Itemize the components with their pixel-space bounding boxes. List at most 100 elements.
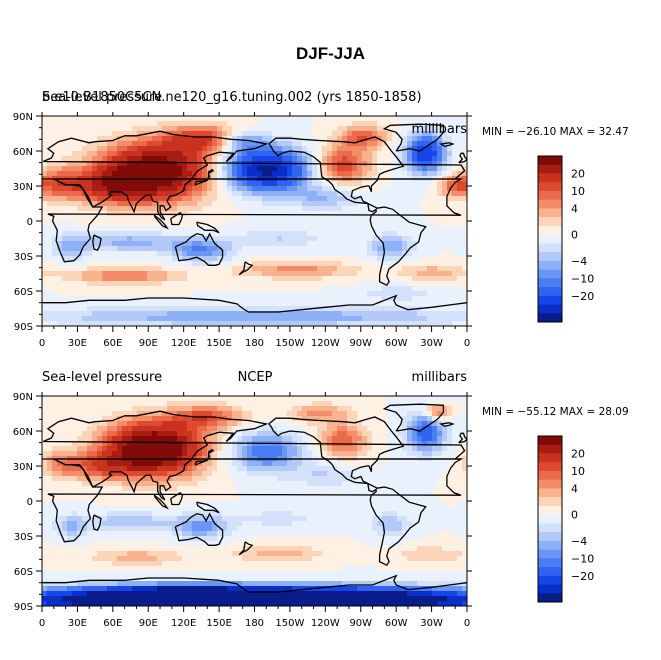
field-cell xyxy=(42,576,48,582)
field-cell xyxy=(257,281,263,287)
field-cell xyxy=(107,511,113,517)
field-cell xyxy=(332,246,338,252)
field-cell xyxy=(397,271,403,277)
field-cell xyxy=(217,136,223,142)
field-cell xyxy=(152,496,158,502)
field-cell xyxy=(317,226,323,232)
field-cell xyxy=(377,151,383,157)
field-cell xyxy=(177,536,183,542)
field-cell xyxy=(302,116,308,122)
field-cell xyxy=(442,211,448,217)
field-cell xyxy=(82,476,88,482)
field-cell xyxy=(402,281,408,287)
field-cell xyxy=(242,296,248,302)
field-cell xyxy=(287,201,293,207)
field-cell xyxy=(147,276,153,282)
field-cell xyxy=(352,281,358,287)
field-cell xyxy=(387,166,393,172)
field-cell xyxy=(217,206,223,212)
field-cell xyxy=(337,181,343,187)
field-cell xyxy=(182,426,188,432)
field-cell xyxy=(372,156,378,162)
field-cell xyxy=(157,566,163,572)
field-cell xyxy=(157,146,163,152)
field-cell xyxy=(122,316,128,322)
field-cell xyxy=(107,126,113,132)
field-cell xyxy=(292,266,298,272)
field-cell xyxy=(182,286,188,292)
field-cell xyxy=(167,301,173,307)
field-cell xyxy=(337,236,343,242)
field-cell xyxy=(57,501,63,507)
field-cell xyxy=(322,201,328,207)
field-cell xyxy=(82,401,88,407)
field-cell xyxy=(47,466,53,472)
field-cell xyxy=(197,141,203,147)
field-cell xyxy=(72,151,78,157)
field-cell xyxy=(82,271,88,277)
field-cell xyxy=(102,601,108,606)
y-tick-label: 30S xyxy=(14,252,33,263)
field-cell xyxy=(92,136,98,142)
field-cell xyxy=(347,211,353,217)
field-cell xyxy=(262,301,268,307)
field-cell xyxy=(122,466,128,472)
field-cell xyxy=(242,241,248,247)
field-cell xyxy=(57,166,63,172)
field-cell xyxy=(67,256,73,262)
field-cell xyxy=(282,246,288,252)
field-cell xyxy=(142,546,148,552)
field-cell xyxy=(432,126,438,132)
field-cell xyxy=(417,316,423,322)
field-cell xyxy=(347,311,353,317)
field-cell xyxy=(272,131,278,137)
field-cell xyxy=(362,191,368,197)
field-cell xyxy=(437,161,443,167)
field-cell xyxy=(97,546,103,552)
field-cell xyxy=(397,161,403,167)
field-cell xyxy=(87,551,93,557)
field-cell xyxy=(167,266,173,272)
field-cell xyxy=(152,446,158,452)
field-cell xyxy=(207,166,213,172)
field-cell xyxy=(82,436,88,442)
field-cell xyxy=(277,216,283,222)
field-cell xyxy=(117,566,123,572)
field-cell xyxy=(192,406,198,412)
field-cell xyxy=(142,311,148,317)
field-cell xyxy=(427,166,433,172)
field-cell xyxy=(407,141,413,147)
field-cell xyxy=(117,601,123,606)
field-cell xyxy=(302,196,308,202)
field-cell xyxy=(357,301,363,307)
field-cell xyxy=(97,196,103,202)
field-cell xyxy=(187,271,193,277)
field-cell xyxy=(127,141,133,147)
field-cell xyxy=(87,116,93,122)
field-cell xyxy=(432,201,438,207)
field-cell xyxy=(67,266,73,272)
field-cell xyxy=(47,201,53,207)
field-cell xyxy=(62,546,68,552)
field-cell xyxy=(132,201,138,207)
field-cell xyxy=(267,121,273,127)
field-cell xyxy=(187,231,193,237)
field-cell xyxy=(377,206,383,212)
field-cell xyxy=(212,271,218,277)
field-cell xyxy=(272,146,278,152)
field-cell xyxy=(82,266,88,272)
field-cell xyxy=(292,251,298,257)
x-tick-label: 30W xyxy=(420,338,443,349)
field-cell xyxy=(277,321,283,326)
field-cell xyxy=(452,211,458,217)
field-cell xyxy=(342,191,348,197)
field-cell xyxy=(187,446,193,452)
field-cell xyxy=(362,211,368,217)
field-cell xyxy=(227,321,233,326)
field-cell xyxy=(97,236,103,242)
field-cell xyxy=(77,241,83,247)
field-cell xyxy=(67,396,73,402)
field-cell xyxy=(187,506,193,512)
field-cell xyxy=(357,316,363,322)
field-cell xyxy=(412,216,418,222)
